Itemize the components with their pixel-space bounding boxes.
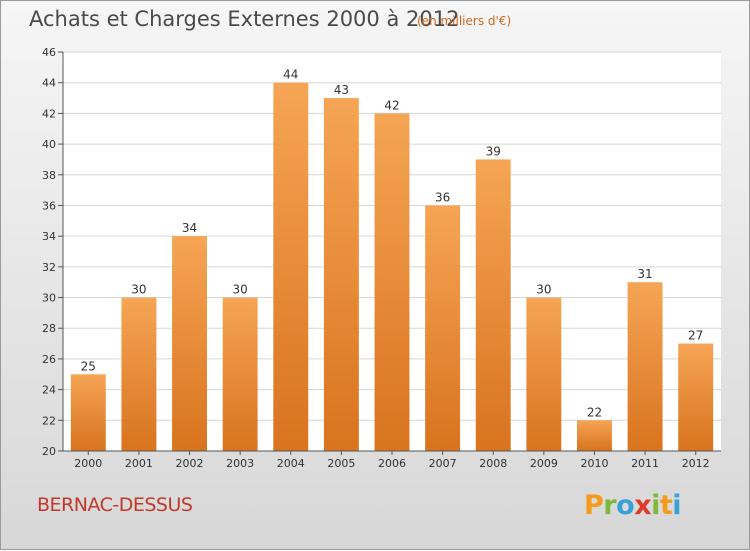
x-tick-label-2004: 2004 [277,457,305,470]
y-tick-label: 40 [42,138,56,151]
x-tick-label-2006: 2006 [378,457,406,470]
value-label-2011: 31 [637,267,652,281]
value-label-2005: 43 [334,83,349,97]
value-label-2003: 30 [233,283,248,297]
bar-2010 [576,420,612,451]
y-tick-label: 30 [42,292,56,305]
value-label-2000: 25 [81,359,96,373]
bar-2001 [121,297,157,451]
place-name: BERNAC-DESSUS [37,494,193,516]
proxiti-logo: Proxiti [584,490,682,521]
y-tick-label: 22 [42,414,56,427]
x-tick-label-2011: 2011 [631,457,659,470]
x-tick-label-2002: 2002 [176,457,204,470]
bar-2004 [273,82,309,451]
y-tick-label: 44 [42,77,56,90]
x-tick-label-2010: 2010 [580,457,608,470]
value-label-2007: 36 [435,190,450,204]
bar-2007 [425,205,461,451]
y-tick-label: 42 [42,107,56,120]
y-tick-label: 28 [42,322,56,335]
unit-note: (en milliers d'€) [417,14,512,28]
bar-2011 [627,282,663,451]
bar-2012 [678,343,714,451]
x-tick-label-2003: 2003 [226,457,254,470]
x-tick-label-2009: 2009 [530,457,558,470]
value-label-2009: 30 [536,283,551,297]
x-tick-label-2005: 2005 [327,457,355,470]
y-tick-label: 26 [42,353,56,366]
y-tick-label: 24 [42,384,56,397]
chart-title: Achats et Charges Externes 2000 à 2012 [29,7,460,31]
x-tick-label-2008: 2008 [479,457,507,470]
y-tick-label: 20 [42,445,56,458]
x-tick-label-2012: 2012 [682,457,710,470]
y-tick-label: 46 [42,46,56,59]
bar-2000 [70,374,106,451]
bar-2009 [526,297,562,451]
bar-2006 [374,113,410,451]
x-tick-label-2001: 2001 [125,457,153,470]
bar-2005 [323,98,359,452]
value-label-2006: 42 [384,98,399,112]
bar-2008 [475,159,511,451]
value-label-2010: 22 [587,405,602,419]
value-label-2012: 27 [688,329,703,343]
bar-2002 [172,236,208,451]
y-tick-label: 36 [42,199,56,212]
value-label-2004: 44 [283,68,298,82]
x-tick-label-2000: 2000 [74,457,102,470]
bar-2003 [222,297,258,451]
value-label-2001: 30 [131,283,146,297]
y-tick-label: 34 [42,230,56,243]
value-label-2002: 34 [182,221,197,235]
value-label-2008: 39 [486,144,501,158]
y-tick-label: 38 [42,169,56,182]
x-tick-label-2007: 2007 [429,457,457,470]
y-tick-label: 32 [42,261,56,274]
